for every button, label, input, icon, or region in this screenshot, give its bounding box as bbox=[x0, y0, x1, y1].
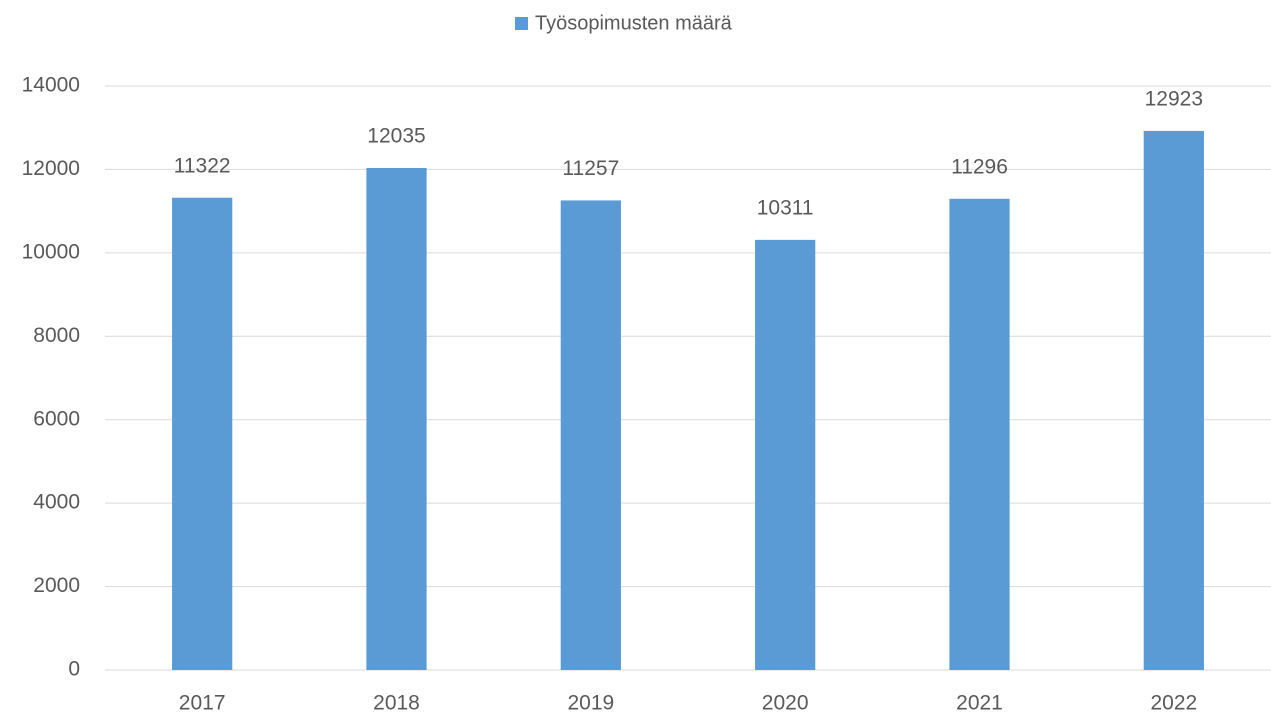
x-tick-label: 2019 bbox=[567, 692, 614, 715]
x-tick-label: 2018 bbox=[373, 692, 420, 715]
data-label: 12923 bbox=[1145, 87, 1203, 110]
bar bbox=[1143, 130, 1204, 671]
bar bbox=[560, 200, 621, 670]
legend-swatch bbox=[515, 17, 528, 30]
y-tick-label: 6000 bbox=[33, 407, 80, 430]
data-label: 12035 bbox=[367, 125, 425, 148]
x-tick-label: 2020 bbox=[762, 692, 809, 715]
y-tick-label: 2000 bbox=[33, 574, 80, 597]
legend-label: Työsopimusten määrä bbox=[535, 12, 733, 34]
y-tick-label: 8000 bbox=[33, 324, 80, 347]
data-label: 11322 bbox=[174, 154, 231, 177]
bar bbox=[366, 167, 427, 670]
bar bbox=[172, 197, 233, 670]
y-tick-label: 4000 bbox=[33, 491, 80, 514]
y-tick-label: 0 bbox=[68, 658, 80, 681]
y-tick-label: 12000 bbox=[22, 157, 80, 180]
data-label: 11257 bbox=[562, 157, 619, 180]
x-tick-label: 2022 bbox=[1150, 692, 1197, 715]
data-label: 11296 bbox=[951, 155, 1008, 178]
y-tick-label: 10000 bbox=[22, 240, 80, 263]
y-tick-label: 14000 bbox=[22, 74, 80, 97]
bar bbox=[949, 198, 1010, 671]
bar bbox=[755, 239, 816, 670]
x-tick-label: 2021 bbox=[956, 692, 1003, 715]
x-tick-label: 2017 bbox=[179, 692, 226, 715]
data-label: 10311 bbox=[757, 196, 814, 219]
